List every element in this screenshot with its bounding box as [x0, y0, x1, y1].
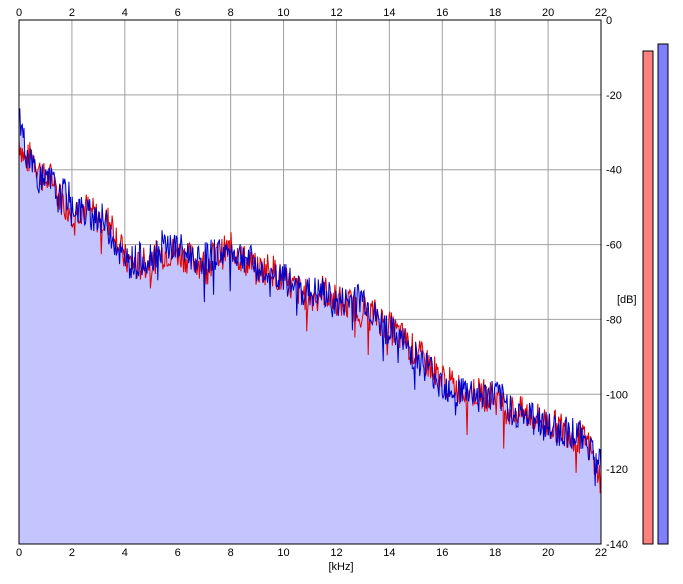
x-tick-label-top: 14	[383, 7, 395, 19]
x-tick-label-bottom: 12	[330, 547, 342, 559]
x-tick-label-top: 18	[489, 7, 501, 19]
series-line-2	[19, 108, 602, 487]
y-tick-label: -140	[606, 539, 628, 551]
x-tick-label-top: 4	[122, 7, 128, 19]
y-tick-label: -20	[606, 90, 622, 102]
y-tick-label: -60	[606, 240, 622, 252]
x-tick-label-bottom: 22	[595, 547, 607, 559]
x-tick-labels-bottom: 0 2 4 6 8 10 12 14 16 18 20 22	[16, 547, 607, 559]
x-tick-label-bottom: 10	[277, 547, 289, 559]
spectrum-series	[18, 108, 602, 494]
plot-area-border	[18, 19, 602, 545]
x-tick-label-bottom: 4	[122, 547, 128, 559]
y-tick-label: 0	[606, 15, 612, 27]
x-tick-label-top: 12	[330, 7, 342, 19]
x-tick-label-top: 16	[436, 7, 448, 19]
x-tick-label-top: 2	[69, 7, 75, 19]
x-tick-label-bottom: 0	[16, 547, 22, 559]
y-tick-labels: 0 -20 -40 -60 -80 -100 -120 -140	[606, 15, 628, 551]
x-tick-label-top: 20	[542, 7, 554, 19]
x-axis-unit-label: [kHz]	[328, 561, 353, 573]
x-tick-label-top: 0	[16, 7, 22, 19]
y-tick-label: -120	[606, 464, 628, 476]
level-meter-2	[657, 43, 669, 545]
x-tick-label-bottom: 2	[69, 547, 75, 559]
y-tick-label: -80	[606, 314, 622, 326]
x-tick-label-bottom: 18	[489, 547, 501, 559]
x-tick-label-bottom: 8	[228, 547, 234, 559]
level-meter-1	[642, 50, 654, 545]
x-tick-labels-top: 0 2 4 6 8 10 12 14 16 18 20 22	[16, 7, 607, 19]
x-tick-label-top: 22	[595, 7, 607, 19]
x-tick-label-bottom: 20	[542, 547, 554, 559]
x-tick-label-bottom: 16	[436, 547, 448, 559]
y-axis-unit-label: [dB]	[617, 294, 637, 306]
x-tick-label-top: 10	[277, 7, 289, 19]
y-tick-label: -100	[606, 389, 628, 401]
x-tick-label-top: 8	[228, 7, 234, 19]
level-meters	[642, 43, 669, 545]
x-tick-label-top: 6	[175, 7, 181, 19]
spectrum-fill-area	[19, 108, 601, 545]
x-tick-label-bottom: 14	[383, 547, 395, 559]
x-tick-label-bottom: 6	[175, 547, 181, 559]
y-tick-label: -40	[606, 165, 622, 177]
